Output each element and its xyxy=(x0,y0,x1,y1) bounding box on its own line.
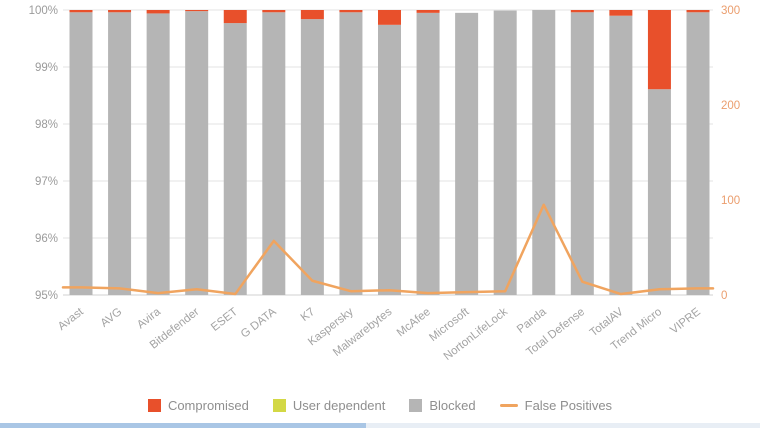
footer-strip xyxy=(0,423,760,428)
legend-item-compromised[interactable]: Compromised xyxy=(147,397,249,413)
left-axis-tick-97: 97% xyxy=(35,176,58,188)
bar-compromised-avira xyxy=(146,10,170,14)
x-label-k7: K7 xyxy=(299,306,317,324)
right-axis-tick-0: 0 xyxy=(721,290,727,302)
bar-compromised-avg xyxy=(108,10,132,13)
x-label-panda: Panda xyxy=(515,306,549,336)
legend-item-false-positives[interactable]: False Positives xyxy=(499,397,613,413)
x-label-avast: Avast xyxy=(56,305,87,333)
legend-swatch-compromised xyxy=(147,398,161,412)
bar-compromised-g-data xyxy=(262,10,286,13)
chart-legend: Compromised User dependent Blocked False Po… xyxy=(0,390,760,420)
x-label-eset: ESET xyxy=(209,306,240,334)
bar-compromised-eset xyxy=(223,10,247,24)
left-axis-tick-99: 99% xyxy=(35,62,58,74)
bar-blocked-avg xyxy=(108,12,132,296)
bar-blocked-totalav xyxy=(609,15,633,295)
real-world-protection-chart: 100% 99% 98% 97% 96% 95% 300 200 100 0 Avast AVG Avi… xyxy=(29,5,741,363)
bar-blocked-total-defense xyxy=(570,12,594,296)
left-axis-tick-98: 98% xyxy=(35,119,58,131)
false-positives-line xyxy=(61,203,715,296)
legend-label-compromised: Compromised xyxy=(167,397,249,413)
bar-compromised-total-defense xyxy=(570,10,594,13)
bar-blocked-trend-micro xyxy=(647,89,671,295)
footer-strip-rest xyxy=(366,423,760,428)
x-label-vipre: VIPRE xyxy=(668,306,703,337)
legend-item-blocked[interactable]: Blocked xyxy=(409,397,476,413)
right-axis-tick-100: 100 xyxy=(721,195,740,207)
legend-swatch-blocked xyxy=(409,398,423,412)
bar-blocked-panda xyxy=(532,10,556,295)
bar-blocked-vipre xyxy=(686,12,710,296)
bar-compromised-k7 xyxy=(300,10,324,20)
right-axis-tick-200: 200 xyxy=(721,100,740,112)
bar-blocked-nortonlifelock xyxy=(493,10,517,295)
bar-blocked-bitdefender xyxy=(185,11,209,295)
right-axis-tick-300: 300 xyxy=(721,5,740,17)
bar-blocked-avira xyxy=(146,13,170,295)
bar-blocked-eset xyxy=(223,23,247,296)
bar-compromised-bitdefender xyxy=(185,10,209,12)
bar-compromised-trend-micro xyxy=(647,10,671,90)
left-axis-tick-96: 96% xyxy=(35,233,58,245)
bar-blocked-g-data xyxy=(262,12,286,296)
legend-swatch-user-dependent xyxy=(272,398,286,412)
x-label-g-data: G DATA xyxy=(239,306,279,341)
footer-strip-accent xyxy=(0,423,367,428)
bar-compromised-kaspersky xyxy=(339,10,363,13)
legend-label-user-dependent: User dependent xyxy=(292,397,386,413)
bar-blocked-microsoft xyxy=(455,12,479,295)
bar-compromised-totalav xyxy=(609,10,633,16)
bar-compromised-avast xyxy=(69,10,93,13)
bar-compromised-malwarebytes xyxy=(378,10,401,25)
bar-blocked-avast xyxy=(69,12,93,296)
left-axis-tick-100: 100% xyxy=(29,5,58,17)
x-label-avira: Avira xyxy=(135,306,163,332)
x-label-avg: AVG xyxy=(99,306,125,330)
legend-label-false-positives: False Positives xyxy=(524,397,613,413)
legend-label-blocked: Blocked xyxy=(429,397,476,413)
legend-swatch-false-positives xyxy=(499,403,518,407)
bar-compromised-vipre xyxy=(686,10,710,13)
bar-compromised-mcafee xyxy=(416,10,440,13)
left-axis-tick-95: 95% xyxy=(35,290,58,302)
bar-blocked-mcafee xyxy=(416,12,440,295)
legend-item-user-dependent[interactable]: User dependent xyxy=(272,397,386,413)
bar-blocked-k7 xyxy=(300,19,324,296)
bar-blocked-kaspersky xyxy=(339,12,363,296)
bar-blocked-malwarebytes xyxy=(378,24,401,295)
